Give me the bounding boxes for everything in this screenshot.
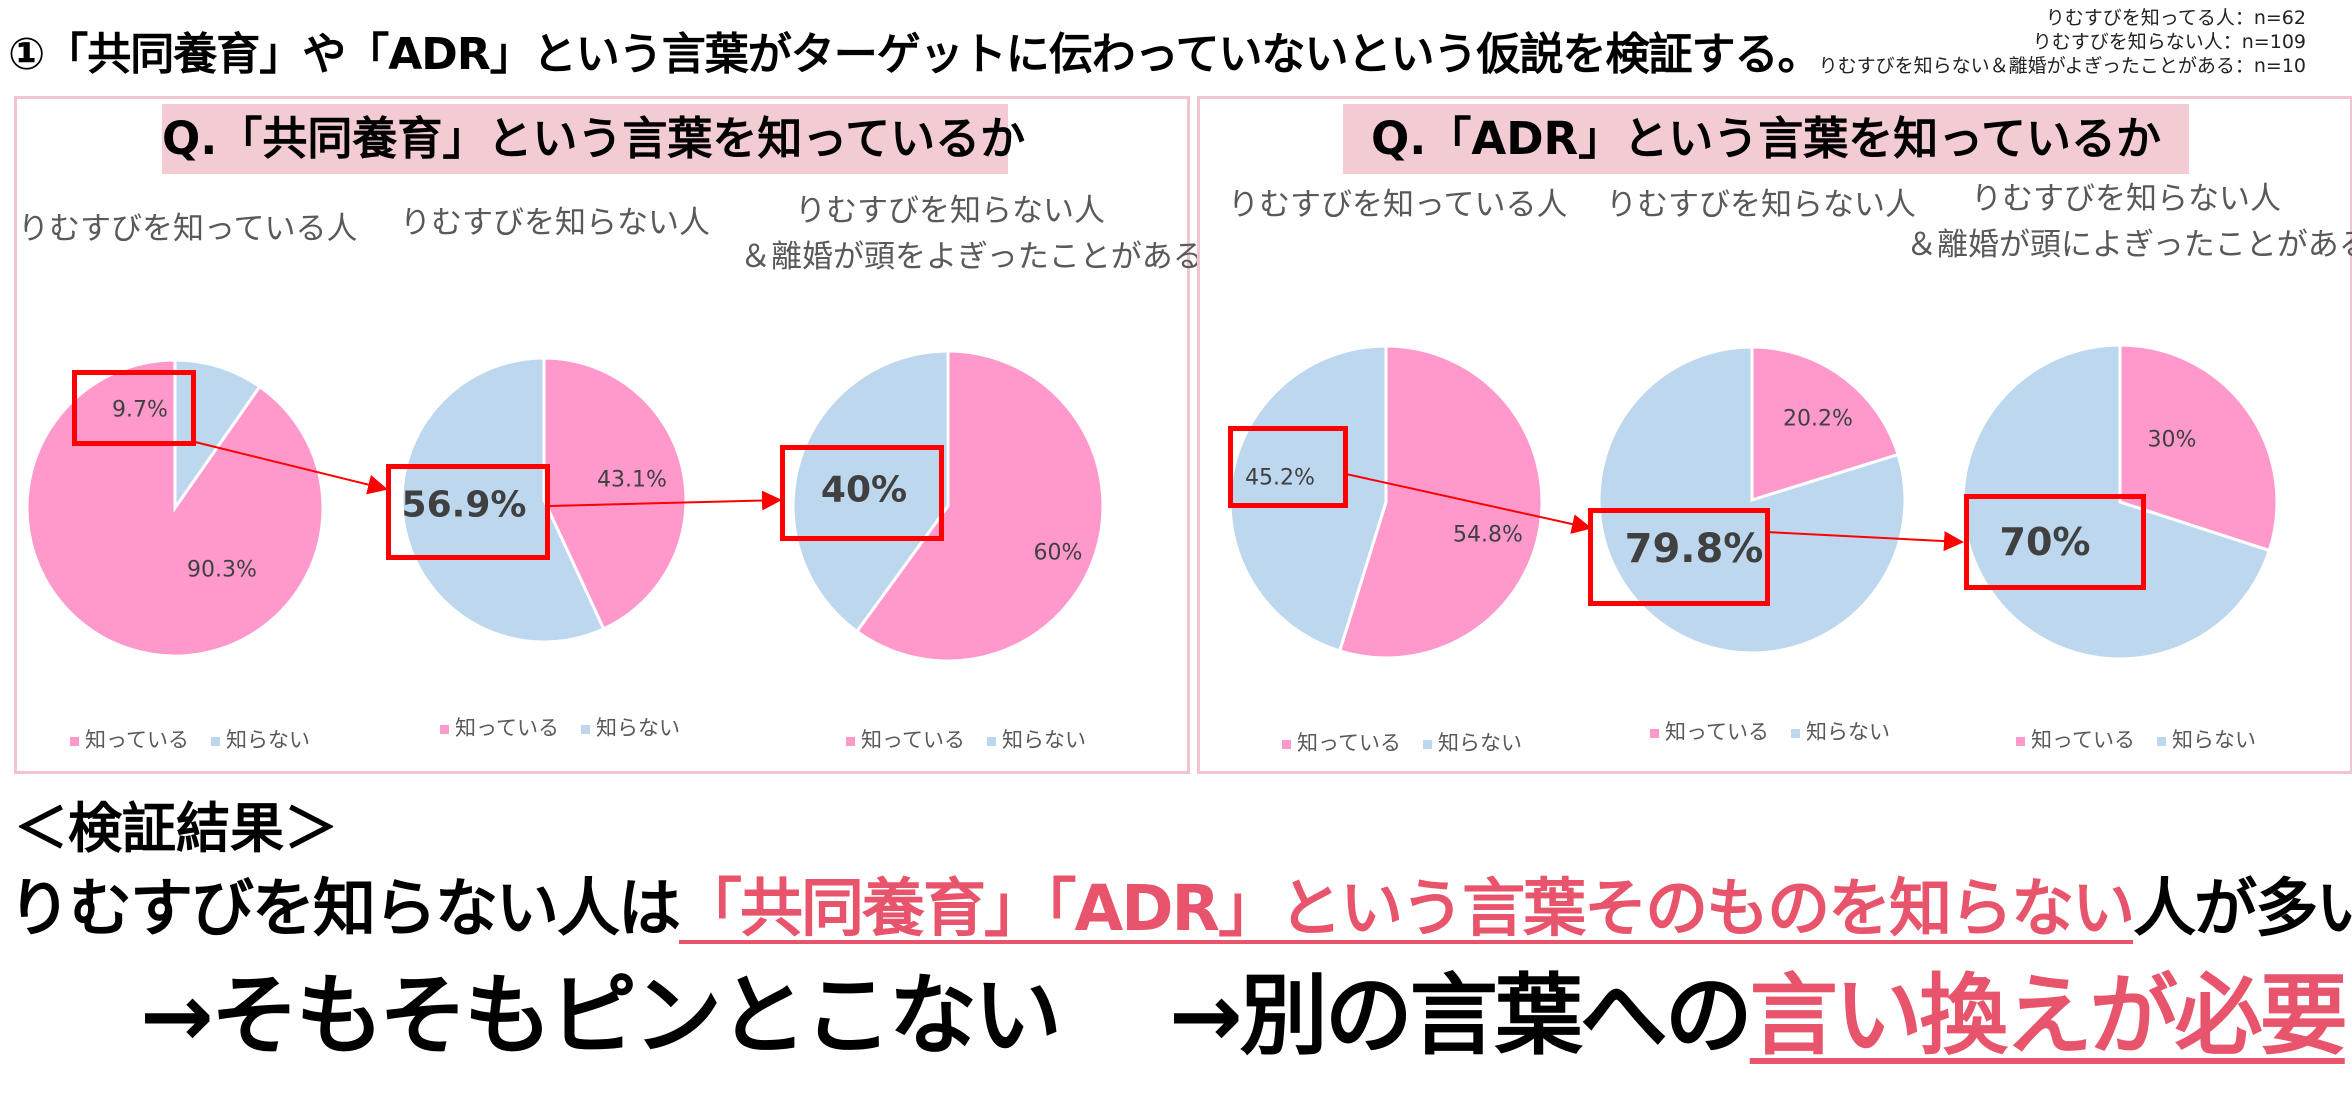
result-heading: ＜検証結果＞ xyxy=(14,797,338,860)
pie-3-highlight-box xyxy=(780,445,944,541)
pie-6-legend: 知っている 知らない xyxy=(2016,724,2256,754)
page-heading: ①「共同養育」や「ADR」という言葉がターゲットに伝わっていないという仮説を検証… xyxy=(8,29,1822,80)
pie-1-highlight-box xyxy=(72,370,196,446)
panel-2-group-1-label: りむすびを知っている人 xyxy=(1228,187,1568,223)
panel-1-group-3-label: りむすびを知らない人 ＆離婚が頭をよぎったことがある xyxy=(740,193,1204,275)
pie-5-legend: 知っている 知らない xyxy=(1650,716,1890,746)
panel-2-group-2-label: りむすびを知らない人 xyxy=(1606,187,1916,223)
pie-5-highlight-box xyxy=(1588,508,1770,606)
pie-1-label-unknown: 9.7% xyxy=(112,397,168,423)
pie-4-label-known: 54.8% xyxy=(1453,522,1523,548)
result-conclusion-highlight: 「共同養育」「ADR」という言葉そのものを知らない xyxy=(679,872,2135,945)
result-implication-highlight: 言い換えが必要 xyxy=(1749,964,2348,1067)
pie-1-legend: 知っている 知らない xyxy=(70,724,310,754)
pie-2-highlight-box xyxy=(386,464,550,560)
sample-size-unknown-divorce: りむすびを知らない＆離婚がよぎったことがある：n=10 xyxy=(1818,55,2306,77)
pie-6-highlight-box xyxy=(1964,494,2146,590)
pie-2-label-known: 43.1% xyxy=(597,467,667,493)
result-conclusion: りむすびを知らない人は「共同養育」「ADR」という言葉そのものを知らない人が多い xyxy=(8,872,2352,945)
pie-3-label-unknown: 40% xyxy=(820,469,908,511)
legend-unknown-swatch xyxy=(210,736,220,746)
pie-6-label-unknown: 70% xyxy=(1999,520,2091,564)
sample-size-unknown: りむすびを知らない人：n=109 xyxy=(2032,31,2306,53)
sample-size-known: りむすびを知ってる人：n=62 xyxy=(2045,7,2306,29)
pie-5-label-unknown: 79.8% xyxy=(1624,526,1764,572)
pie-4-highlight-box xyxy=(1228,426,1348,508)
pie-1-label-known: 90.3% xyxy=(187,557,257,583)
result-implication: →そもそもピンとこない →別の言葉への言い換えが必要 xyxy=(140,964,2348,1067)
sample-sizes: りむすびを知ってる人：n=62 りむすびを知らない人：n=109 りむすびを知ら… xyxy=(1819,6,2306,78)
panel-2-group-3-label: りむすびを知らない人 ＆離婚が頭によぎったことがある xyxy=(1906,181,2352,263)
legend-known-swatch xyxy=(70,736,79,746)
pie-2-label-unknown: 56.9% xyxy=(401,484,527,526)
panel-1-group-1-label: りむすびを知っている人 xyxy=(18,211,358,247)
panel-1-question: Q.「共同養育」という言葉を知っているか xyxy=(162,104,1025,174)
pie-2-legend: 知っている 知らない xyxy=(440,712,680,742)
pie-4-legend: 知っている 知らない xyxy=(1282,727,1522,757)
pie-3-legend: 知っている 知らない xyxy=(846,724,1086,754)
panel-2-question: Q.「ADR」という言葉を知っているか xyxy=(1343,104,2189,174)
pie-6-label-known: 30% xyxy=(2147,427,2197,453)
pie-4-label-unknown: 45.2% xyxy=(1245,465,1315,491)
panel-1-group-2-label: りむすびを知らない人 xyxy=(400,205,710,241)
pie-3-label-known: 60% xyxy=(1033,540,1083,566)
pie-5-label-known: 20.2% xyxy=(1783,406,1853,432)
